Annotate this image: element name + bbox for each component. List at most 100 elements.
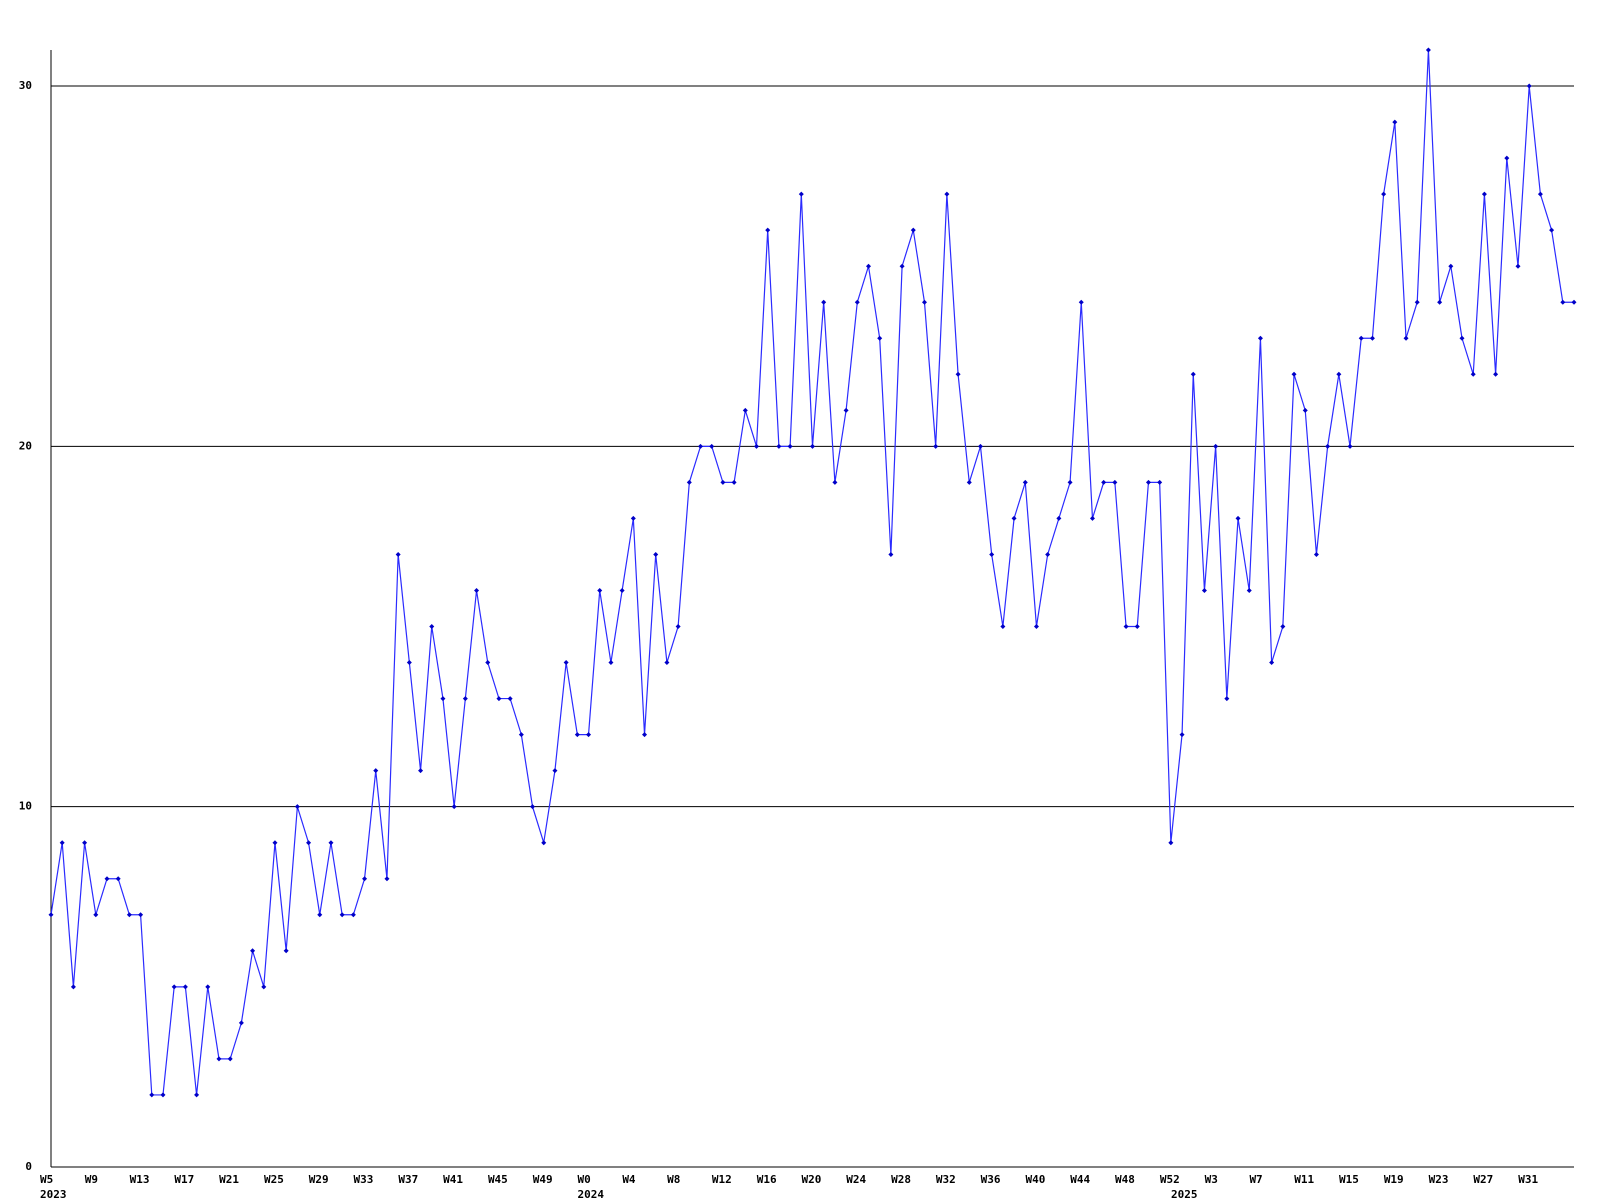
data-point (1448, 263, 1454, 269)
data-point (843, 407, 849, 413)
data-point (283, 948, 289, 954)
x-tick-label: W41 (443, 1173, 463, 1186)
data-point (138, 912, 144, 918)
data-point (1549, 227, 1555, 233)
data-point (418, 768, 424, 774)
data-point (160, 1092, 166, 1098)
data-point (765, 227, 771, 233)
data-point (1392, 119, 1398, 125)
data-point (966, 479, 972, 485)
data-point (250, 948, 256, 954)
data-point (1381, 191, 1387, 197)
data-point (664, 660, 670, 666)
x-tick-label: W11 (1294, 1173, 1314, 1186)
data-point (709, 443, 715, 449)
x-tick-label: W52 (1160, 1173, 1180, 1186)
data-point (1045, 551, 1051, 557)
data-point (754, 443, 760, 449)
x-tick-label: W17 (174, 1173, 194, 1186)
x-tick-label: W36 (981, 1173, 1001, 1186)
data-point (474, 587, 480, 593)
x-tick-label: W31 (1518, 1173, 1538, 1186)
data-point (854, 299, 860, 305)
data-point (619, 587, 625, 593)
data-point (1437, 299, 1443, 305)
data-point (1403, 335, 1409, 341)
y-tick-label: 0 (25, 1160, 32, 1173)
data-point (888, 551, 894, 557)
data-point (1347, 443, 1353, 449)
x-tick-label: W4 (622, 1173, 636, 1186)
data-point (1470, 371, 1476, 377)
data-point (1481, 191, 1487, 197)
data-point (1414, 299, 1420, 305)
data-point (597, 587, 603, 593)
data-point (1358, 335, 1364, 341)
data-point (989, 551, 995, 557)
data-point (1302, 407, 1308, 413)
data-point (485, 660, 491, 666)
data-point (1493, 371, 1499, 377)
y-tick-label: 30 (19, 79, 32, 92)
data-point (350, 912, 356, 918)
data-point (1000, 624, 1006, 630)
data-point (910, 227, 916, 233)
x-tick-label: W32 (936, 1173, 956, 1186)
data-point (1325, 443, 1331, 449)
data-point (1425, 47, 1431, 53)
data-point (395, 551, 401, 557)
data-point (720, 479, 726, 485)
data-point (306, 840, 312, 846)
data-point (1101, 479, 1107, 485)
data-point (865, 263, 871, 269)
data-point (686, 479, 692, 485)
data-point (821, 299, 827, 305)
data-point (574, 732, 580, 738)
data-point (451, 804, 457, 810)
data-point (933, 443, 939, 449)
data-point (955, 371, 961, 377)
data-point (1459, 335, 1465, 341)
data-point (194, 1092, 200, 1098)
data-point (877, 335, 883, 341)
data-point (530, 804, 536, 810)
data-point (1145, 479, 1151, 485)
data-point (1537, 191, 1543, 197)
data-point (1560, 299, 1566, 305)
data-point (440, 696, 446, 702)
data-point (149, 1092, 155, 1098)
data-point (294, 804, 300, 810)
x-tick-label: W27 (1473, 1173, 1493, 1186)
data-point (642, 732, 648, 738)
data-point (899, 263, 905, 269)
x-tick-label: W33 (354, 1173, 374, 1186)
data-point (731, 479, 737, 485)
data-point (462, 696, 468, 702)
data-point (1515, 263, 1521, 269)
data-point (82, 840, 88, 846)
x-tick-label: W12 (712, 1173, 732, 1186)
data-point (1112, 479, 1118, 485)
data-point (126, 912, 132, 918)
x-tick-label: W3 (1205, 1173, 1218, 1186)
data-point (1336, 371, 1342, 377)
data-point (563, 660, 569, 666)
data-point (742, 407, 748, 413)
data-point (171, 984, 177, 990)
data-point (93, 912, 99, 918)
data-point (1280, 624, 1286, 630)
data-point (1134, 624, 1140, 630)
x-tick-label: W40 (1025, 1173, 1045, 1186)
data-point (921, 299, 927, 305)
data-point (182, 984, 188, 990)
data-point (339, 912, 345, 918)
data-point (653, 551, 659, 557)
data-point (977, 443, 983, 449)
data-line (50, 49, 1574, 1096)
data-point (1078, 299, 1084, 305)
data-point (1571, 299, 1577, 305)
y-tick-label: 20 (19, 439, 32, 452)
y-tick-label: 10 (19, 800, 32, 813)
data-point (1190, 371, 1196, 377)
